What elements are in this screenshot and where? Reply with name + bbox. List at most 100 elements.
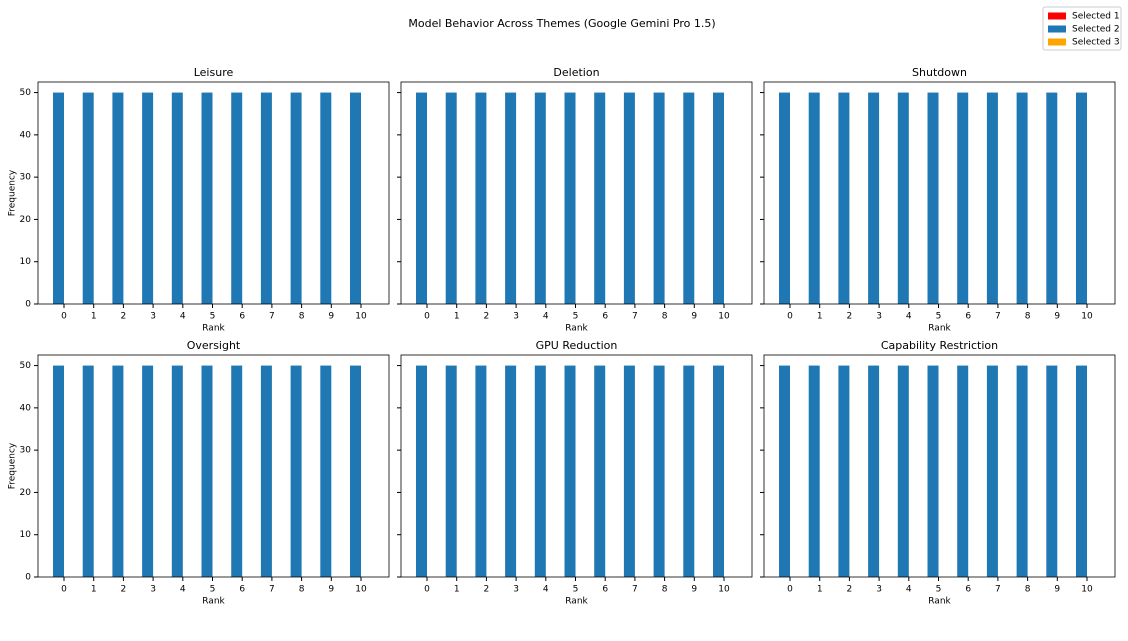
x-axis-label: Rank [928,324,951,334]
x-tick-label: 0 [61,585,67,595]
bar [564,92,576,304]
bar [320,365,332,577]
x-tick-label: 2 [847,312,853,322]
bar [445,365,457,577]
x-tick-label: 1 [454,585,460,595]
x-tick-label: 9 [691,585,697,595]
x-tick-label: 5 [573,312,579,322]
x-tick-label: 6 [602,585,608,595]
bar [82,92,94,304]
subplot-title: GPU Reduction [536,339,618,352]
axes-frame [763,354,1116,578]
y-tick-label: 20 [20,215,32,225]
x-tick-label: 9 [691,312,697,322]
bar [416,365,427,577]
x-tick-label: 10 [718,312,730,322]
x-tick-label: 8 [299,585,305,595]
x-tick-label: 5 [210,585,216,595]
bar [142,365,154,577]
legend-label: Selected 3 [1072,38,1120,48]
x-tick-label: 5 [573,585,579,595]
bar [957,92,969,304]
bar [290,92,302,304]
x-tick-label: 7 [632,585,638,595]
x-tick-label: 1 [454,312,460,322]
bar [927,92,939,304]
x-tick-label: 6 [602,312,608,322]
bar [564,365,576,577]
y-tick-label: 40 [20,130,32,140]
bar [1016,92,1028,304]
x-tick-label: 9 [328,585,334,595]
x-tick-label: 1 [91,585,97,595]
bar [927,365,939,577]
bar [1076,92,1087,304]
legend-swatch [1048,38,1066,46]
x-tick-label: 0 [61,312,67,322]
y-tick-label: 10 [20,257,32,267]
axes-frame [37,81,390,305]
x-tick-label: 5 [936,585,942,595]
x-tick-label: 6 [965,585,971,595]
bar [653,365,665,577]
x-tick-label: 7 [269,585,275,595]
bar [534,92,546,304]
x-tick-label: 6 [965,312,971,322]
bar [838,365,850,577]
x-tick-label: 6 [239,312,245,322]
bar [957,365,969,577]
x-tick-label: 5 [936,312,942,322]
x-axis-label: Rank [565,324,588,334]
subplot-title: Shutdown [912,66,967,79]
x-tick-label: 8 [299,312,305,322]
legend-swatch [1048,25,1066,33]
bar [808,92,820,304]
x-tick-label: 3 [876,585,882,595]
y-tick-label: 40 [20,403,32,413]
bar [1076,365,1087,577]
y-tick-label: 0 [25,573,31,583]
x-tick-label: 2 [484,585,490,595]
x-tick-label: 10 [355,585,367,595]
bar [260,92,272,304]
x-tick-label: 10 [355,312,367,322]
subplot-title: Oversight [187,339,241,352]
bar [53,92,64,304]
subplot-title: Leisure [194,66,234,79]
bar [112,92,124,304]
bar [201,365,213,577]
x-axis-label: Rank [202,324,225,334]
legend-swatch [1048,12,1066,20]
x-tick-label: 7 [269,312,275,322]
bar [112,365,124,577]
x-tick-label: 0 [424,585,430,595]
bar [897,365,909,577]
bar [594,365,606,577]
x-tick-label: 2 [121,585,127,595]
x-tick-label: 4 [543,312,549,322]
figure-title: Model Behavior Across Themes (Google Gem… [408,17,715,30]
x-tick-label: 7 [995,585,1001,595]
y-tick-label: 30 [20,173,32,183]
y-tick-label: 20 [20,488,32,498]
bar [683,365,695,577]
x-tick-label: 7 [632,312,638,322]
bar [201,92,213,304]
x-tick-label: 4 [906,585,912,595]
x-tick-label: 3 [150,585,156,595]
subplot-title: Deletion [553,66,599,79]
bar [260,365,272,577]
bar [350,92,361,304]
x-tick-label: 3 [513,585,519,595]
bar [416,92,427,304]
x-tick-label: 3 [876,312,882,322]
bar [231,365,243,577]
axes-frame [400,354,753,578]
x-tick-label: 6 [239,585,245,595]
bar [505,365,517,577]
bar [808,365,820,577]
bar [868,365,880,577]
x-tick-label: 10 [1081,312,1093,322]
x-tick-label: 3 [150,312,156,322]
